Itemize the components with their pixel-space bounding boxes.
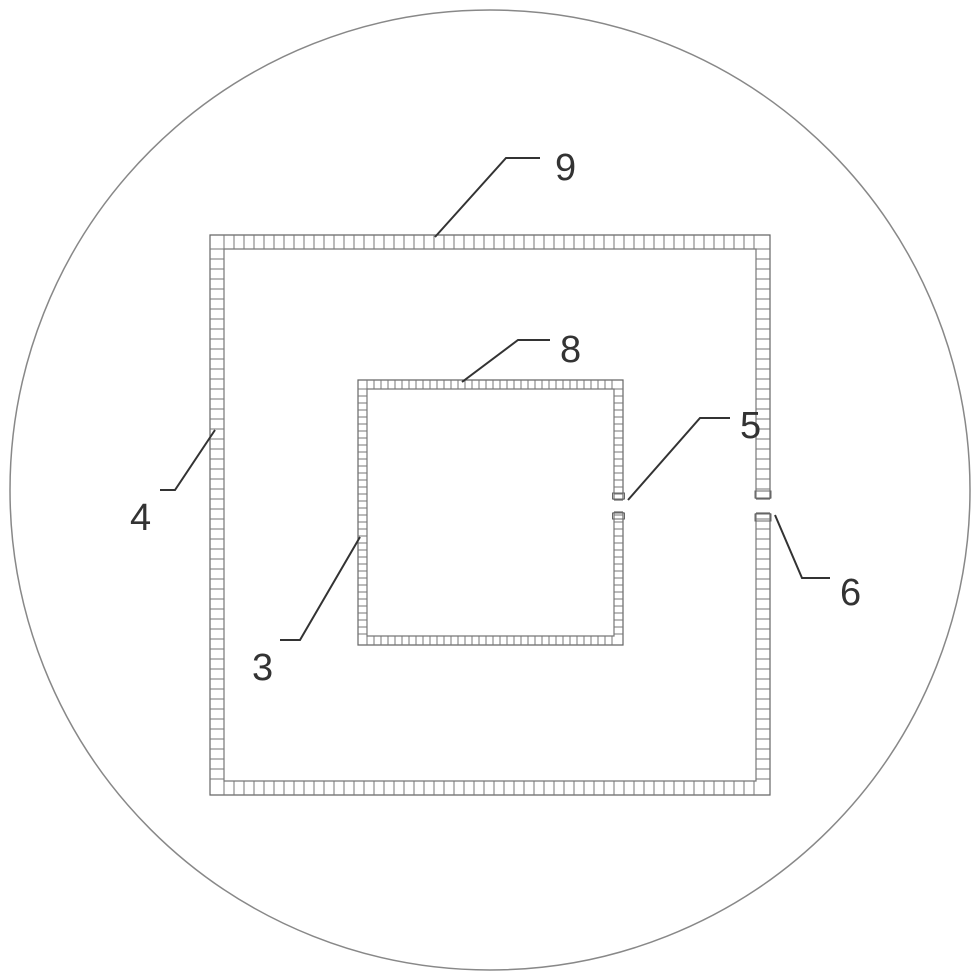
callout-label-5: 5 (740, 405, 761, 447)
callout-label-6: 6 (840, 572, 861, 614)
diagram-canvas: 9 8 5 4 6 3 (0, 0, 980, 978)
callout-label-9: 9 (555, 147, 576, 189)
callout-label-3: 3 (252, 647, 273, 689)
callout-label-4: 4 (130, 497, 151, 539)
callout-label-8: 8 (560, 329, 581, 371)
